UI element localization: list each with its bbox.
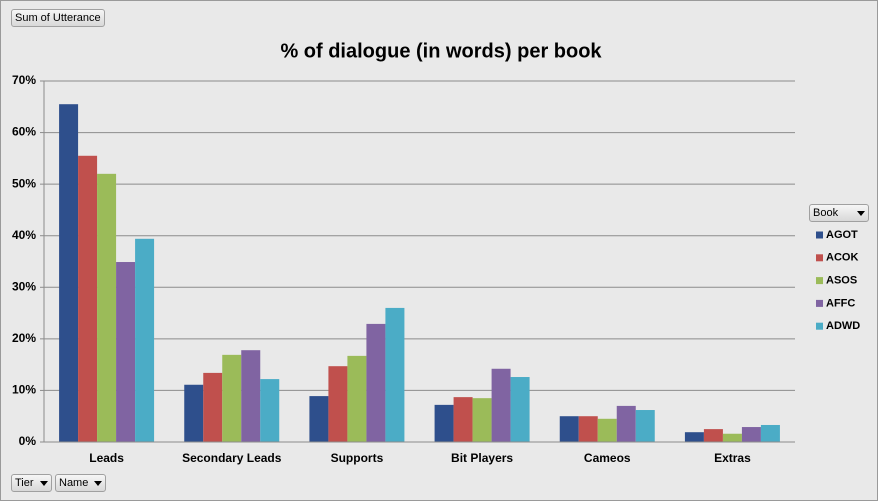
bar	[578, 416, 598, 442]
button-label: Sum of Utterance	[15, 12, 101, 24]
bar	[491, 368, 511, 442]
y-tick-label: 20%	[12, 331, 36, 345]
bar	[78, 155, 98, 442]
button-label: Tier	[15, 477, 34, 489]
y-tick-label: 0%	[19, 434, 37, 448]
bar	[472, 398, 492, 442]
bar	[635, 410, 655, 442]
bar	[684, 432, 704, 442]
legend-swatch	[816, 277, 823, 285]
dropdown-arrow	[39, 480, 48, 486]
legend-label: ADWD	[826, 320, 860, 332]
chart-title: % of dialogue (in words) per book	[280, 40, 602, 62]
bar	[453, 397, 473, 442]
axis-field-button[interactable]: Tier	[11, 474, 52, 492]
y-tick-label: 50%	[12, 176, 36, 190]
legend-swatch	[816, 322, 823, 330]
bar	[222, 354, 242, 442]
y-tick-label: 70%	[12, 73, 36, 87]
y-tick-label: 40%	[12, 228, 36, 242]
x-tick-label: Cameos	[584, 451, 631, 465]
legend-field-button[interactable]: Book	[809, 204, 869, 222]
dropdown-arrow	[857, 211, 865, 216]
legend-label: AGOT	[826, 229, 858, 241]
bar	[366, 323, 386, 442]
bar	[241, 350, 261, 442]
y-tick-label: 60%	[12, 125, 36, 139]
bar	[703, 429, 723, 442]
x-tick-label: Extras	[714, 451, 751, 465]
bar	[309, 396, 329, 442]
y-tick-label: 30%	[12, 279, 36, 293]
legend-swatch	[816, 231, 823, 239]
legend-label: ASOS	[826, 275, 857, 287]
bar	[97, 173, 117, 443]
y-tick-label: 10%	[12, 383, 36, 397]
x-tick-label: Bit Players	[451, 451, 513, 465]
legend-swatch	[816, 254, 823, 262]
legend-label: AFFC	[826, 297, 855, 309]
x-tick-label: Secondary Leads	[182, 451, 282, 465]
bar	[260, 379, 280, 442]
legend-swatch	[816, 299, 823, 307]
bar	[347, 355, 367, 442]
bar	[135, 238, 155, 442]
bar	[559, 416, 579, 442]
bar	[616, 405, 636, 442]
bar	[203, 372, 223, 442]
x-tick-label: Leads	[89, 451, 124, 465]
value-field-button[interactable]: Sum of Utterance	[11, 9, 105, 27]
bar	[722, 433, 742, 442]
bar	[116, 262, 136, 442]
axis-field-button[interactable]: Name	[55, 474, 107, 492]
bar	[434, 404, 454, 442]
bar	[184, 384, 204, 442]
x-tick-label: Supports	[331, 451, 384, 465]
dropdown-arrow	[94, 480, 103, 486]
bar	[760, 424, 780, 442]
bar	[385, 307, 405, 442]
bar	[597, 418, 617, 442]
bar	[510, 377, 530, 442]
button-label: Book	[813, 207, 839, 219]
bar	[59, 104, 79, 442]
button-label: Name	[59, 477, 89, 489]
legend-label: ACOK	[826, 252, 858, 264]
bar	[741, 427, 761, 442]
bar	[328, 366, 348, 442]
